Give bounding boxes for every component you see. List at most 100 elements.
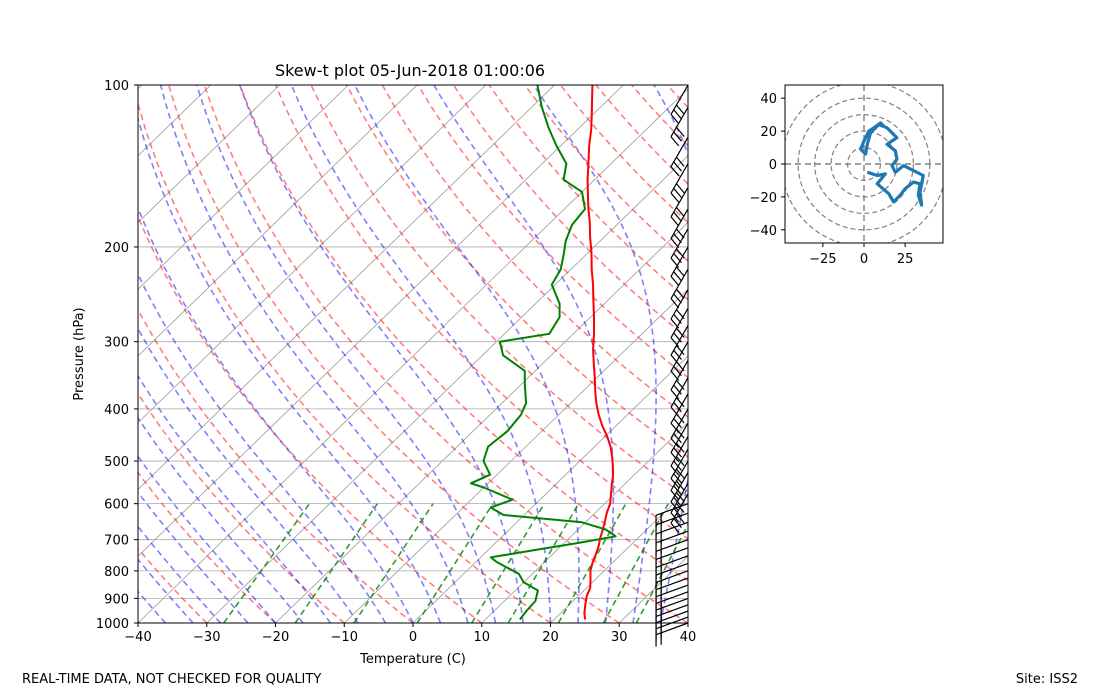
x-tick-label: 20 xyxy=(542,630,559,645)
dry-adiabat-line xyxy=(630,85,688,147)
isotherm-line xyxy=(550,488,688,623)
isotherm-line xyxy=(138,85,280,224)
dry-adiabat-line xyxy=(417,85,688,379)
wind-barb-feather xyxy=(675,492,685,503)
wind-barb-staff xyxy=(670,84,689,115)
y-tick-label: 400 xyxy=(104,403,129,418)
mixing-ratio-line xyxy=(471,503,546,623)
moist-adiabat-line xyxy=(138,455,277,623)
wind-barb-feather xyxy=(673,496,682,507)
x-tick-label: 40 xyxy=(680,630,697,645)
wind-barb-feather xyxy=(670,318,680,329)
dry-adiabat-line xyxy=(203,85,688,623)
wind-barb-feather xyxy=(670,512,680,523)
x-tick-label: 30 xyxy=(611,630,628,645)
wind-barb-staff xyxy=(670,163,689,194)
y-tick-label: 600 xyxy=(104,498,129,513)
wind-barb-feather xyxy=(675,513,685,524)
wind-barb-feather xyxy=(675,288,685,299)
wind-barb xyxy=(670,106,689,147)
mixing-ratio-line xyxy=(223,503,311,623)
wind-barb-feather xyxy=(675,345,685,356)
y-axis-ticks: 1000 900 800 700 600 500 400 300 200 100 xyxy=(96,79,138,632)
isotherm-line xyxy=(412,355,688,623)
hodograph-x-tick-label: 25 xyxy=(897,252,914,267)
hodograph-series xyxy=(859,121,925,207)
dry-adiabat-line xyxy=(345,85,688,458)
wind-barb-staff xyxy=(670,289,689,320)
x-tick-label: −10 xyxy=(331,630,358,645)
dry-adiabat-line xyxy=(138,100,551,623)
mixing-ratio-line xyxy=(507,503,580,623)
y-tick-label: 300 xyxy=(104,336,129,351)
wind-barb-feather xyxy=(675,397,685,408)
isotherm-line xyxy=(481,422,688,623)
wind-barb-staff xyxy=(670,136,689,167)
mixing-ratio-line xyxy=(416,503,494,623)
wind-barb xyxy=(670,436,689,476)
wind-barb-feather xyxy=(673,187,682,198)
isotherm-line xyxy=(138,85,624,557)
wind-barb-feather xyxy=(673,507,682,518)
wind-barb-feather xyxy=(673,366,682,377)
wind-barb-feather xyxy=(670,437,680,448)
wind-barb-feather xyxy=(670,478,680,489)
site-label: Site: ISS2 xyxy=(1015,672,1078,687)
wind-barb-feather xyxy=(670,501,680,512)
y-tick-label: 1000 xyxy=(96,617,129,632)
wind-barb-feather xyxy=(673,161,682,172)
wind-barb-feather xyxy=(673,332,682,343)
moist-adiabat-line xyxy=(653,85,688,623)
wind-barb-feather xyxy=(673,384,682,395)
wind-barb-feather xyxy=(673,349,682,360)
wind-barb-feather xyxy=(675,480,685,491)
isotherm-line xyxy=(138,85,487,424)
y-tick-label: 900 xyxy=(104,592,129,607)
wind-barbs xyxy=(655,84,689,647)
y-tick-label: 200 xyxy=(104,241,129,256)
x-axis-label: Temperature (C) xyxy=(359,652,466,667)
wind-barb xyxy=(670,208,689,249)
moist-adiabat-line xyxy=(138,525,222,623)
wind-barb xyxy=(670,187,689,227)
dry-adiabat-line xyxy=(138,214,483,623)
moist-adiabat-line xyxy=(138,491,249,623)
wind-barb-feather xyxy=(673,518,682,529)
y-tick-label: 800 xyxy=(104,565,129,580)
mixing-ratio-line xyxy=(353,503,434,623)
wind-barb xyxy=(670,307,689,348)
y-tick-label: 500 xyxy=(104,455,129,470)
wind-barb-feather xyxy=(673,131,682,142)
wind-barb xyxy=(655,503,689,528)
mixing-ratio-line xyxy=(635,523,688,623)
hodograph-y-tick-label: 40 xyxy=(760,92,777,107)
moist-adiabat-line xyxy=(196,85,497,623)
quality-disclaimer: REAL-TIME DATA, NOT CHECKED FOR QUALITY xyxy=(22,672,322,687)
dry-adiabat-line xyxy=(666,85,688,109)
wind-barb-feather xyxy=(670,276,680,286)
wind-barb-feather xyxy=(675,380,685,390)
isotherm-line xyxy=(343,288,688,623)
wind-barb-feather xyxy=(673,271,682,282)
wind-barb-staff xyxy=(670,483,689,514)
dewpoint-line xyxy=(469,85,617,621)
isotherm-line xyxy=(0,85,5,623)
dry-adiabat-line xyxy=(138,308,414,623)
moist-adiabat-line xyxy=(354,85,580,623)
wind-barb-feather xyxy=(675,248,685,259)
x-axis-ticks: −40 −30 −20 −10 0 10 20 30 40 xyxy=(124,623,696,645)
wind-barb-feather xyxy=(670,216,680,227)
wind-barb-staff xyxy=(670,436,689,467)
isotherm-line xyxy=(138,85,418,357)
wind-barb-staff xyxy=(670,422,689,453)
wind-barb-feather xyxy=(670,370,680,381)
wind-barb-feather xyxy=(670,522,680,533)
mixing-ratio-line xyxy=(602,503,669,623)
wind-barb-feather xyxy=(675,207,685,217)
wind-barb-feather xyxy=(673,402,682,413)
wind-barb-feather xyxy=(675,468,685,479)
wind-barb-staff xyxy=(670,408,689,439)
hodograph-x-tick-label: −25 xyxy=(809,252,836,267)
moist-adiabat-line xyxy=(138,327,359,623)
wind-barb xyxy=(670,422,689,463)
